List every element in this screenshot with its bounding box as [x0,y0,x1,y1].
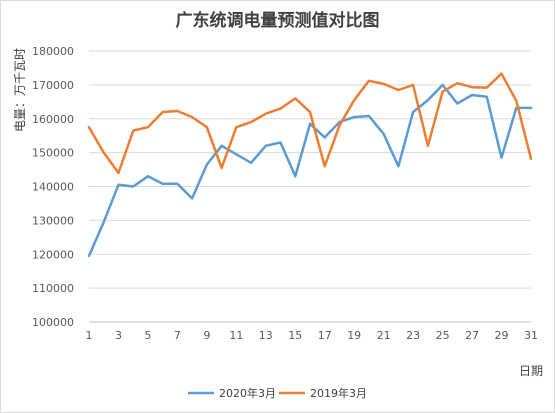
legend-label-2: 2019年3月 [310,386,367,400]
x-tick-label: 19 [347,329,361,342]
y-tick-label: 170000 [32,79,74,92]
legend-label-1: 2020年3月 [219,386,276,400]
x-tick-label: 23 [406,329,420,342]
x-tick-label: 31 [524,329,538,342]
grid-lines [89,50,531,323]
chart-title: 广东统调电量预测值对比图 [176,10,380,31]
x-tick-label: 5 [144,329,151,342]
x-tick-label: 17 [318,329,332,342]
x-tick-label: 13 [259,329,273,342]
y-tick-label: 150000 [32,147,74,160]
x-tick-label: 29 [495,329,509,342]
series-lines [87,72,533,258]
y-tick-label: 130000 [32,214,74,227]
y-tick-label: 110000 [32,282,74,295]
x-tick-label: 9 [203,329,210,342]
x-tick-label: 1 [86,329,93,342]
series-line-2 [87,72,533,175]
x-tick-label: 3 [115,329,122,342]
x-tick-label: 7 [174,329,181,342]
x-tick-label: 21 [377,329,391,342]
y-axis-title: 电量：万千瓦时 [13,48,27,132]
x-tick-label: 27 [465,329,479,342]
x-tick-label: 15 [288,329,302,342]
x-axis-ticks: 1 3 5 7 9 11 13 15 17 19 21 23 25 27 29 31 [86,329,539,342]
x-tick-label: 11 [229,329,243,342]
x-axis-title: 日期 [519,364,543,378]
y-tick-label: 120000 [32,248,74,261]
x-tick-label: 25 [436,329,450,342]
y-tick-label: 180000 [32,45,74,58]
y-tick-label: 100000 [32,316,74,329]
y-tick-label: 160000 [32,113,74,126]
legend: 2020年3月 2019年3月 [188,386,367,400]
series-line-1 [87,83,533,258]
y-axis-ticks: 100000 110000 120000 130000 140000 150000 1600… [32,45,74,329]
y-tick-label: 140000 [32,181,74,194]
